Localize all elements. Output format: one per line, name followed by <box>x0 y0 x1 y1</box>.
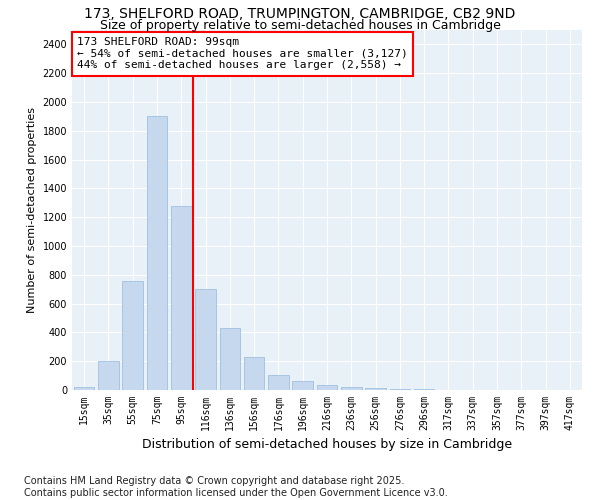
Bar <box>268 375 289 390</box>
Bar <box>74 387 94 390</box>
Bar <box>341 387 362 390</box>
Y-axis label: Number of semi-detached properties: Number of semi-detached properties <box>27 107 37 313</box>
X-axis label: Distribution of semi-detached houses by size in Cambridge: Distribution of semi-detached houses by … <box>142 438 512 452</box>
Bar <box>195 289 216 390</box>
Bar <box>244 357 265 390</box>
Bar <box>220 328 240 390</box>
Text: Size of property relative to semi-detached houses in Cambridge: Size of property relative to semi-detach… <box>100 18 500 32</box>
Text: 173 SHELFORD ROAD: 99sqm
← 54% of semi-detached houses are smaller (3,127)
44% o: 173 SHELFORD ROAD: 99sqm ← 54% of semi-d… <box>77 37 408 70</box>
Bar <box>98 361 119 390</box>
Bar <box>365 388 386 390</box>
Text: 173, SHELFORD ROAD, TRUMPINGTON, CAMBRIDGE, CB2 9ND: 173, SHELFORD ROAD, TRUMPINGTON, CAMBRID… <box>85 8 515 22</box>
Bar <box>122 280 143 390</box>
Bar <box>146 116 167 390</box>
Text: Contains HM Land Registry data © Crown copyright and database right 2025.
Contai: Contains HM Land Registry data © Crown c… <box>24 476 448 498</box>
Bar <box>292 382 313 390</box>
Bar <box>317 385 337 390</box>
Bar <box>171 206 191 390</box>
